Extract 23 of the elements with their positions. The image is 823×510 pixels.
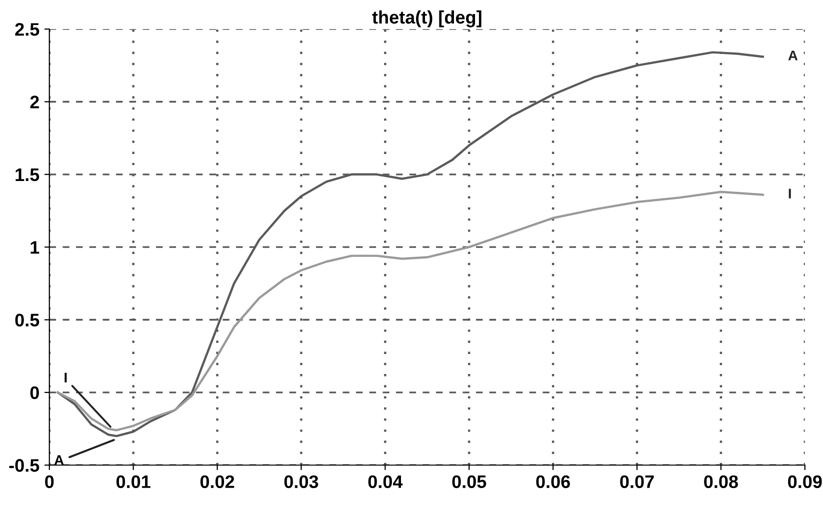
x-tick-label: 0.05 xyxy=(452,475,486,488)
y-tick-label: 1.5 xyxy=(16,168,40,182)
y-tick-label: 0 xyxy=(30,386,39,400)
x-tick-label: 0.08 xyxy=(704,475,738,488)
y-tick-label: 2 xyxy=(30,96,39,108)
chart-title: theta(t) [deg] xyxy=(372,10,482,28)
x-tick-label: 0.09 xyxy=(788,475,822,488)
series-label: I xyxy=(788,188,791,198)
y-tick-label: 0.5 xyxy=(15,314,40,326)
y-tick-label: -0.5 xyxy=(9,459,40,472)
annotation: I xyxy=(64,372,67,382)
x-tick-label: 0 xyxy=(45,475,54,488)
x-tick-label: 0.02 xyxy=(200,475,234,488)
x-tick-label: 0.06 xyxy=(536,475,570,488)
x-tick-label: 0.03 xyxy=(284,475,318,488)
line-series xyxy=(56,190,764,432)
annotation: A xyxy=(54,455,64,465)
x-tick-label: 0.01 xyxy=(116,475,150,488)
y-tick-label: 1 xyxy=(30,241,40,254)
x-tick-label: 0.07 xyxy=(620,475,654,488)
x-tick-label: 0.04 xyxy=(368,475,403,488)
y-tick-label: 2.5 xyxy=(15,23,40,36)
series-label: A xyxy=(788,50,798,60)
